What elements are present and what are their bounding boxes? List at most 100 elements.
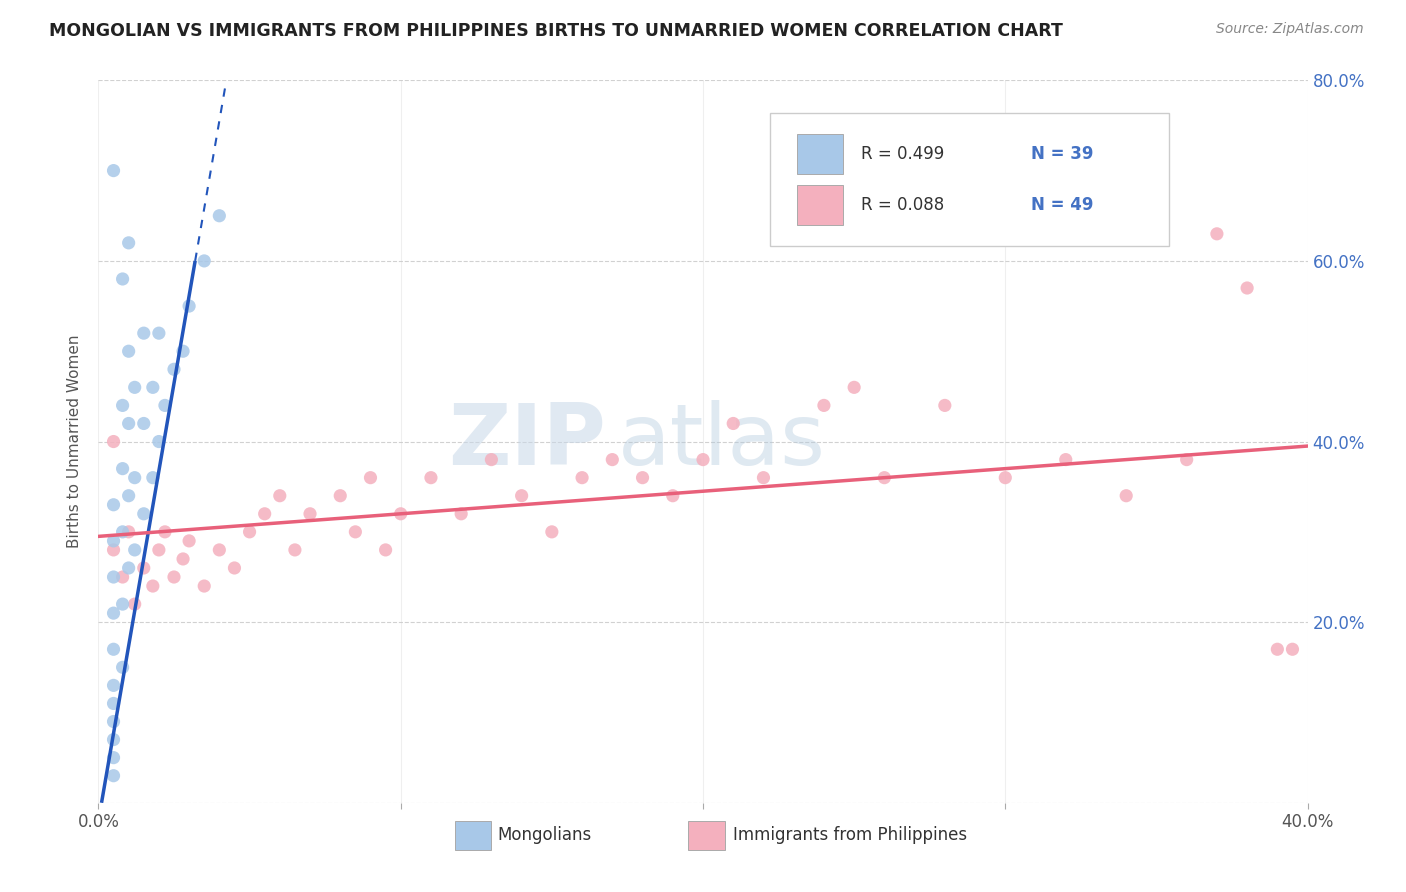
- Point: [103, 533, 125, 548]
- FancyBboxPatch shape: [769, 112, 1168, 246]
- Point: [934, 398, 956, 412]
- Point: [481, 452, 503, 467]
- Point: [329, 489, 352, 503]
- FancyBboxPatch shape: [689, 821, 724, 850]
- Point: [111, 524, 134, 539]
- Point: [148, 434, 170, 449]
- Text: R = 0.499: R = 0.499: [862, 145, 945, 163]
- Point: [132, 326, 155, 340]
- Text: atlas: atlas: [619, 400, 827, 483]
- Text: N = 39: N = 39: [1031, 145, 1094, 163]
- Point: [571, 471, 593, 485]
- Point: [752, 471, 775, 485]
- Point: [132, 417, 155, 431]
- Point: [344, 524, 367, 539]
- Point: [111, 272, 134, 286]
- Point: [103, 570, 125, 584]
- Point: [692, 452, 714, 467]
- Point: [111, 570, 134, 584]
- Point: [873, 471, 896, 485]
- Point: [163, 362, 186, 376]
- Point: [103, 769, 125, 783]
- Point: [103, 732, 125, 747]
- Point: [193, 254, 215, 268]
- Point: [299, 507, 322, 521]
- Point: [208, 542, 231, 557]
- Point: [723, 417, 745, 431]
- Point: [284, 542, 307, 557]
- Point: [118, 235, 141, 250]
- Point: [118, 524, 141, 539]
- Point: [118, 561, 141, 575]
- Point: [193, 579, 215, 593]
- Point: [103, 434, 125, 449]
- Point: [142, 471, 165, 485]
- Point: [420, 471, 443, 485]
- Point: [269, 489, 291, 503]
- Point: [148, 326, 170, 340]
- Point: [1206, 227, 1229, 241]
- Point: [844, 380, 866, 394]
- Point: [510, 489, 533, 503]
- Point: [103, 750, 125, 764]
- Point: [1281, 642, 1303, 657]
- Point: [1175, 452, 1198, 467]
- Point: [813, 398, 835, 412]
- Point: [1267, 642, 1289, 657]
- Point: [208, 209, 231, 223]
- FancyBboxPatch shape: [456, 821, 492, 850]
- Point: [172, 344, 194, 359]
- Point: [111, 398, 134, 412]
- Text: Mongolians: Mongolians: [498, 826, 592, 845]
- Point: [172, 552, 194, 566]
- Point: [179, 533, 201, 548]
- Point: [153, 398, 176, 412]
- Text: MONGOLIAN VS IMMIGRANTS FROM PHILIPPINES BIRTHS TO UNMARRIED WOMEN CORRELATION C: MONGOLIAN VS IMMIGRANTS FROM PHILIPPINES…: [49, 22, 1063, 40]
- Point: [132, 507, 155, 521]
- Point: [124, 542, 146, 557]
- Point: [103, 606, 125, 620]
- Text: Source: ZipAtlas.com: Source: ZipAtlas.com: [1216, 22, 1364, 37]
- Point: [994, 471, 1017, 485]
- Point: [224, 561, 246, 575]
- Point: [103, 542, 125, 557]
- Point: [360, 471, 382, 485]
- Point: [389, 507, 412, 521]
- Point: [179, 299, 201, 313]
- Point: [118, 489, 141, 503]
- FancyBboxPatch shape: [797, 135, 844, 174]
- Text: N = 49: N = 49: [1031, 196, 1094, 214]
- Point: [253, 507, 276, 521]
- Point: [118, 344, 141, 359]
- Point: [124, 380, 146, 394]
- Point: [103, 697, 125, 711]
- Point: [540, 524, 562, 539]
- Point: [111, 660, 134, 674]
- Y-axis label: Births to Unmarried Women: Births to Unmarried Women: [67, 334, 83, 549]
- Point: [103, 678, 125, 692]
- Point: [103, 642, 125, 657]
- Point: [1236, 281, 1258, 295]
- FancyBboxPatch shape: [797, 185, 844, 225]
- Point: [661, 489, 683, 503]
- Text: ZIP: ZIP: [449, 400, 606, 483]
- Text: Immigrants from Philippines: Immigrants from Philippines: [734, 826, 967, 845]
- Point: [239, 524, 262, 539]
- Point: [142, 579, 165, 593]
- Text: R = 0.088: R = 0.088: [862, 196, 945, 214]
- Point: [450, 507, 472, 521]
- Point: [148, 542, 170, 557]
- Point: [163, 570, 186, 584]
- Point: [124, 471, 146, 485]
- Point: [374, 542, 396, 557]
- Point: [103, 498, 125, 512]
- Point: [602, 452, 624, 467]
- Point: [153, 524, 176, 539]
- Point: [124, 597, 146, 611]
- Point: [111, 461, 134, 475]
- Point: [111, 597, 134, 611]
- Point: [1115, 489, 1137, 503]
- Point: [103, 714, 125, 729]
- Point: [103, 163, 125, 178]
- Point: [142, 380, 165, 394]
